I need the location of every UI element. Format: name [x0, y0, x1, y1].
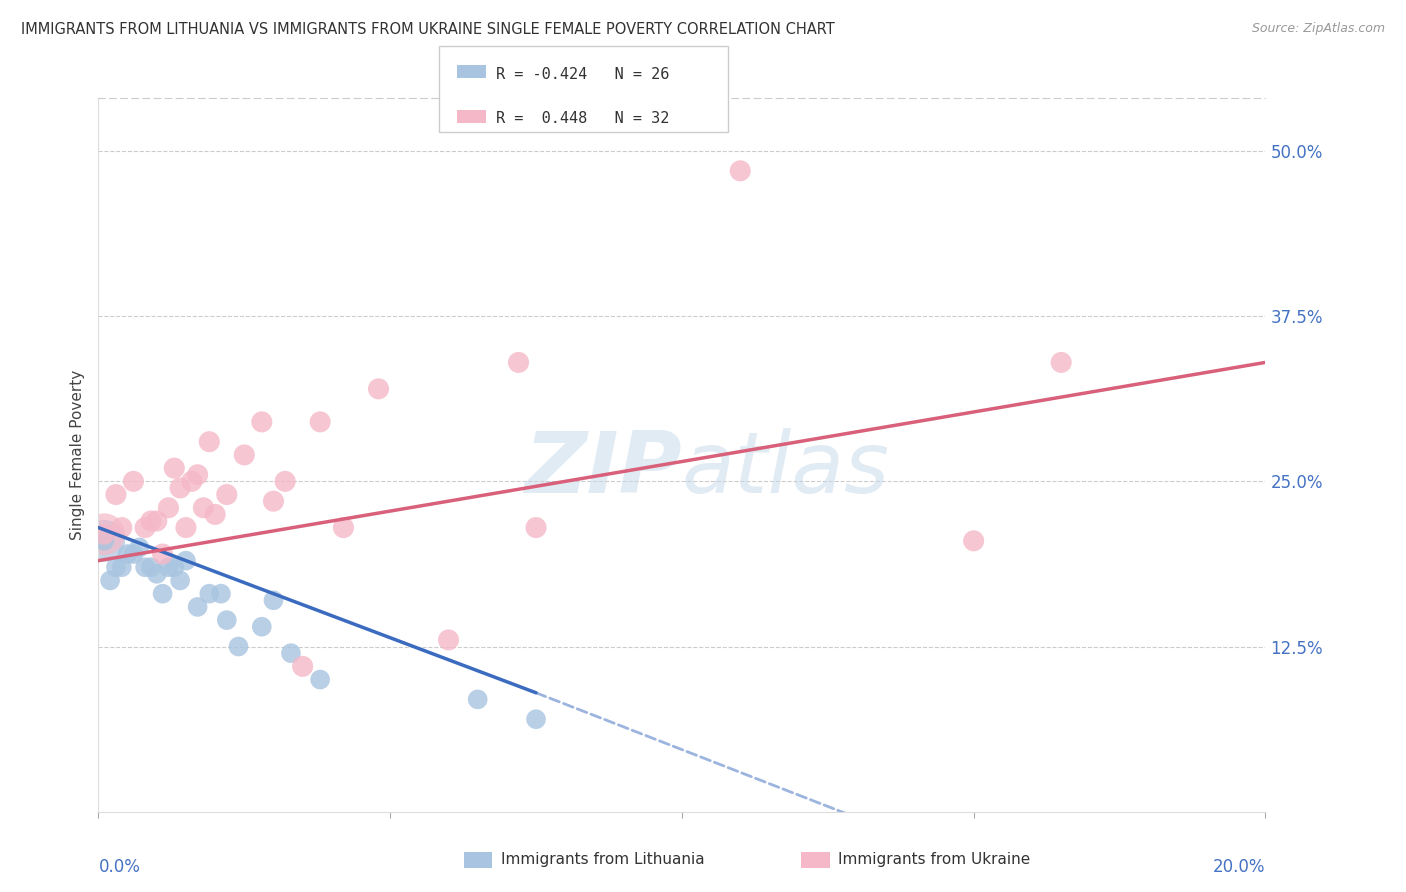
Point: [169, 574, 191, 588]
Point: [332, 520, 354, 534]
Point: [1050, 355, 1073, 369]
Point: [198, 434, 221, 449]
Text: Immigrants from Lithuania: Immigrants from Lithuania: [501, 853, 704, 867]
Point: [198, 587, 221, 601]
Y-axis label: Single Female Poverty: Single Female Poverty: [70, 370, 86, 540]
Point: [152, 587, 174, 601]
Point: [309, 673, 332, 687]
Point: [104, 560, 127, 574]
Point: [111, 560, 134, 574]
Point: [117, 547, 139, 561]
Point: [134, 520, 156, 534]
Point: [169, 481, 191, 495]
Point: [134, 560, 156, 574]
Point: [146, 514, 169, 528]
Point: [728, 163, 751, 178]
Point: [104, 487, 127, 501]
Point: [508, 355, 530, 369]
Point: [193, 500, 215, 515]
Point: [122, 475, 145, 489]
Point: [174, 554, 197, 568]
Text: atlas: atlas: [682, 427, 890, 511]
Point: [139, 560, 162, 574]
Point: [280, 646, 302, 660]
Point: [163, 461, 186, 475]
Point: [111, 520, 134, 534]
Text: IMMIGRANTS FROM LITHUANIA VS IMMIGRANTS FROM UKRAINE SINGLE FEMALE POVERTY CORRE: IMMIGRANTS FROM LITHUANIA VS IMMIGRANTS …: [21, 22, 835, 37]
Point: [204, 508, 226, 522]
Point: [93, 533, 115, 548]
Text: Immigrants from Ukraine: Immigrants from Ukraine: [838, 853, 1031, 867]
Point: [122, 547, 145, 561]
Point: [180, 475, 202, 489]
Text: ZIP: ZIP: [524, 427, 682, 511]
Point: [93, 527, 115, 541]
Point: [157, 560, 180, 574]
Point: [152, 547, 174, 561]
Point: [274, 475, 297, 489]
Point: [215, 487, 238, 501]
Point: [209, 587, 232, 601]
Point: [187, 599, 209, 614]
Point: [215, 613, 238, 627]
Point: [157, 500, 180, 515]
Point: [228, 640, 250, 654]
Point: [93, 533, 115, 548]
Text: Source: ZipAtlas.com: Source: ZipAtlas.com: [1251, 22, 1385, 36]
Point: [437, 632, 460, 647]
Point: [250, 415, 273, 429]
Text: 20.0%: 20.0%: [1213, 858, 1265, 876]
Point: [250, 620, 273, 634]
Point: [187, 467, 209, 482]
Point: [262, 494, 284, 508]
Point: [163, 560, 186, 574]
Text: R =  0.448   N = 32: R = 0.448 N = 32: [496, 112, 669, 126]
Point: [98, 574, 121, 588]
Point: [524, 520, 547, 534]
Point: [233, 448, 256, 462]
Text: 0.0%: 0.0%: [98, 858, 141, 876]
Point: [524, 712, 547, 726]
Text: R = -0.424   N = 26: R = -0.424 N = 26: [496, 67, 669, 81]
Point: [367, 382, 389, 396]
Point: [93, 527, 115, 541]
Point: [174, 520, 197, 534]
Point: [146, 566, 169, 581]
Point: [962, 533, 984, 548]
Point: [139, 514, 162, 528]
Point: [128, 541, 150, 555]
Point: [262, 593, 284, 607]
Point: [291, 659, 314, 673]
Point: [467, 692, 489, 706]
Point: [309, 415, 332, 429]
